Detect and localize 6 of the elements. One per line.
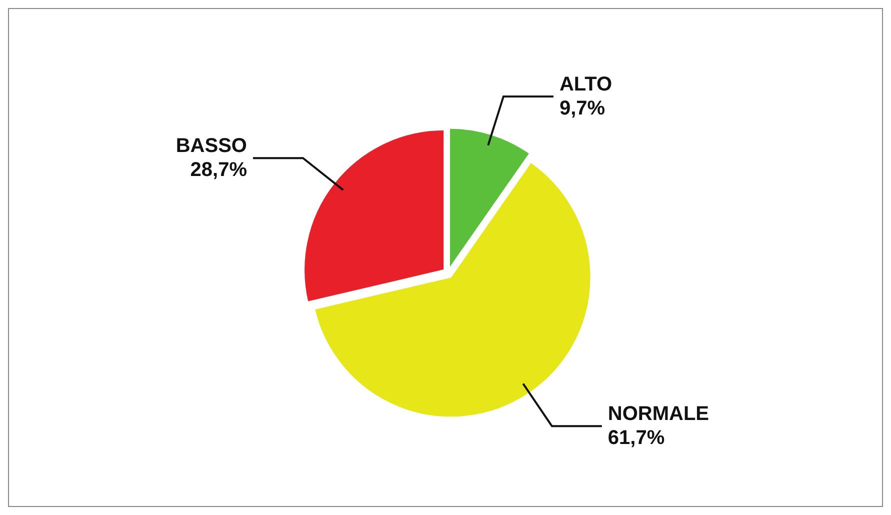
- data-label: 28,7%: [190, 159, 248, 182]
- data-label: 9,7%: [559, 98, 606, 120]
- slice-label: NORMALE: [608, 403, 710, 426]
- slice-label: BASSO: [176, 135, 247, 158]
- slice-label: ALTO: [559, 74, 612, 96]
- data-label: 61,7%: [608, 427, 665, 450]
